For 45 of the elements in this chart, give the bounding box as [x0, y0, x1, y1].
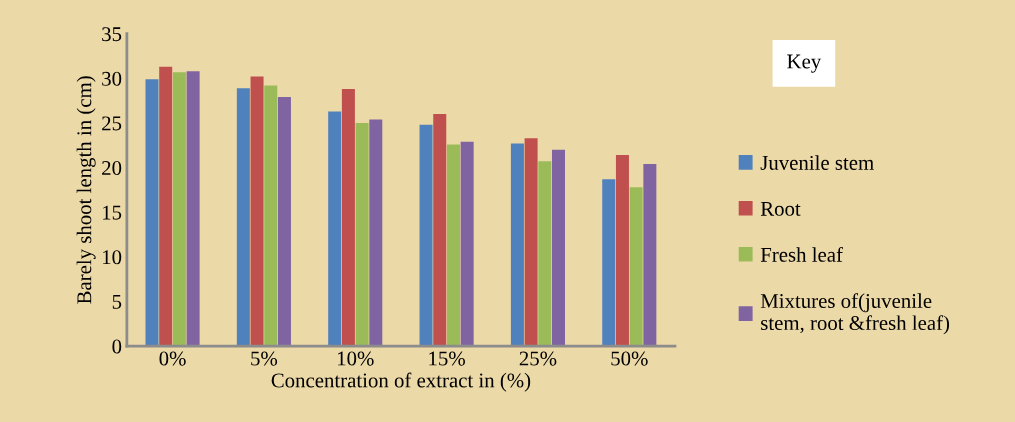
- bar: [433, 114, 447, 347]
- x-tick-label: 10%: [337, 351, 374, 366]
- bar: [419, 124, 433, 347]
- x-tick-label: 15%: [429, 351, 465, 366]
- x-tick-label: 50%: [611, 351, 648, 366]
- y-axis-title: Barely shoot length in (cm): [76, 76, 96, 304]
- legend-title: Key: [787, 54, 822, 73]
- bar: [369, 119, 383, 347]
- bar: [602, 179, 616, 347]
- bar: [186, 71, 200, 347]
- legend-label: Root: [760, 202, 801, 216]
- y-tick-label: 5: [112, 295, 122, 309]
- bar: [172, 72, 186, 347]
- bar: [277, 97, 291, 347]
- y-tick-label: 25: [102, 116, 122, 131]
- x-tick-label: 5%: [251, 351, 278, 366]
- bar: [145, 79, 159, 347]
- bar: [446, 144, 460, 347]
- bar: [538, 161, 552, 347]
- legend-label: Juvenile stem: [760, 155, 874, 170]
- y-tick-label: 35: [102, 27, 122, 42]
- bar: [264, 85, 278, 347]
- y-tick-label: 15: [103, 205, 122, 220]
- x-tick-label: 25%: [519, 351, 557, 366]
- bar: [524, 138, 538, 347]
- bar: [355, 122, 369, 347]
- bar: [510, 143, 524, 347]
- y-tick-label: 20: [102, 160, 122, 176]
- bar: [643, 164, 657, 347]
- legend-label: Mixtures of(juvenile stem, root &fresh leaf): [760, 293, 950, 335]
- bar: [615, 155, 629, 347]
- bar: [236, 88, 250, 347]
- legend-label: Fresh leaf: [760, 246, 843, 262]
- bar: [250, 76, 264, 347]
- x-tick-label: 0%: [159, 351, 186, 366]
- y-tick-label: 0: [112, 339, 122, 354]
- bar: [552, 149, 566, 347]
- bar: [159, 66, 173, 347]
- bar: [460, 141, 474, 347]
- bar: [629, 187, 643, 347]
- bar: [341, 89, 355, 347]
- x-axis-title: Concentration of extract in (%): [271, 372, 531, 392]
- y-tick-label: 10: [103, 250, 122, 265]
- bar: [328, 111, 342, 347]
- y-tick-label: 30: [102, 71, 122, 86]
